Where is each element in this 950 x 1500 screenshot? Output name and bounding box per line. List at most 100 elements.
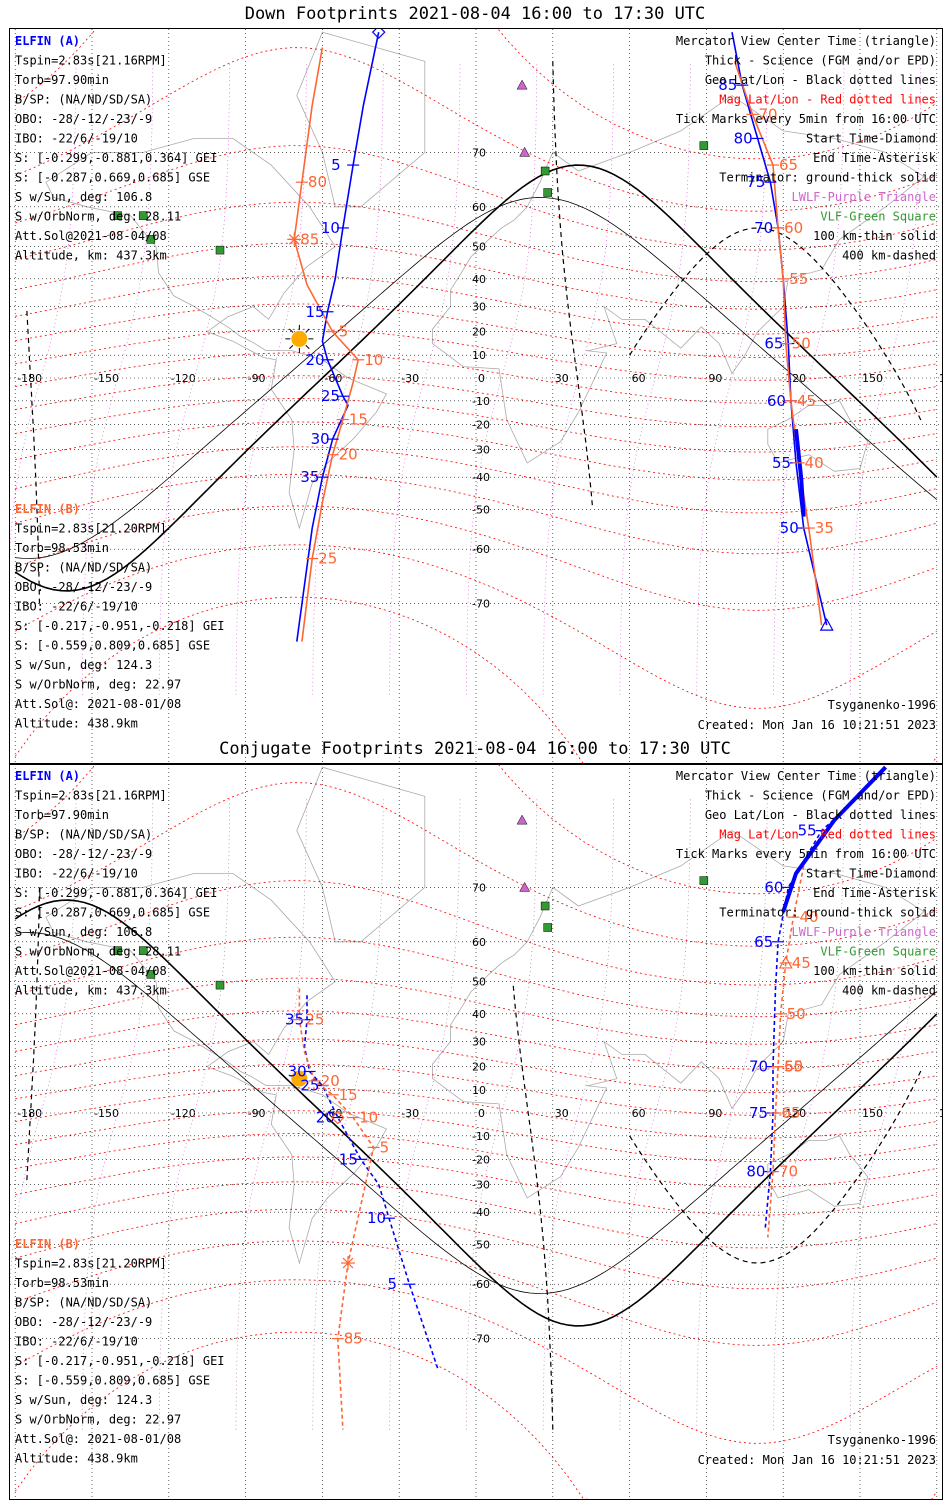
terminator-400km [629,227,922,422]
lat-tick-label: -40 [472,1206,490,1219]
track-time-label: 10 [364,351,383,369]
elfin-info-line: Altitude: 438.9km [15,717,138,731]
sun-icon [291,330,308,347]
vlf-station-square [543,188,552,197]
lat-tick-label: 60 [472,201,486,214]
track-time-label: 65 [782,1104,801,1122]
terminator-400km [26,309,41,604]
track-time-label: 70 [758,105,777,123]
terminator-400km [26,887,41,1182]
land-outline-3 [296,766,426,943]
lon-tick-label: 0 [478,372,485,385]
mag-lat-line [15,421,937,481]
elfin-a-track [296,32,380,642]
elfin-info-line: Torb=98.53min [15,541,109,555]
lat-tick-label: -60 [472,1278,490,1291]
elfin-name: ELFIN (B) [15,502,80,516]
elfin-info-line: Att.Sol@: 2021-08-01/08 [15,1432,181,1446]
lat-tick-label: 60 [472,936,486,949]
lon-tick-label: -30 [401,372,419,385]
elfin-name: ELFIN (A) [15,34,80,48]
sun-ray [289,344,294,350]
land-outline-0 [45,873,387,1265]
sun-ray [305,328,310,333]
elfin-info-line: S: [-0.287,0.669,0.685] GSE [15,171,210,185]
lat-tick-label: -20 [472,1153,490,1166]
mag-lat-line [15,1063,937,1116]
legend-entry: Tick Marks every 5min from 16:00 UTC [676,847,936,861]
vlf-station-square [699,141,709,150]
elfin-info-line: Altitude: 438.9km [15,1452,138,1466]
terminator-ground [14,164,938,592]
track-time-label: 55 [798,822,817,840]
legend-entry: Mercator View Center Time (triangle) [676,769,936,783]
track-time-label: 45 [797,392,816,410]
track-time-label: 20 [321,1072,340,1090]
elfin-info-line: B/SP: (NA/ND/SD/SA) [15,828,152,842]
lat-tick-label: 70 [472,146,486,159]
mag-lon-line [389,796,461,1430]
legend-entry: Mag Lat/Lon - Red dotted lines [719,93,936,107]
mag-lat-line [15,473,937,555]
track-time-label: 85 [344,1330,363,1348]
track-time-label: 25 [300,1077,319,1095]
track-time-label: 70 [749,1058,768,1076]
track-time-label: 50 [792,335,811,353]
track-time-label: 40 [805,454,824,472]
vlf-station-square [543,923,552,932]
lon-tick-label: 150 [862,372,883,385]
lon-tick-label: 60 [632,1107,646,1120]
lon-tick-label: 0 [478,1107,485,1120]
elfin-info-line: S w/OrbNorm, deg: 28.11 [15,945,181,959]
mag-lat-line [15,1156,937,1216]
lat-tick-label: 20 [472,1061,486,1074]
track-time-label: 25 [318,550,337,568]
track-time-label: 55 [789,270,808,288]
track-time-label: 40 [799,908,818,926]
track-time-label: 60 [784,219,803,237]
conjugate-map-svg: -180-150-120-90-60-300306090120150180706… [10,764,942,1499]
track-time-label: 50 [787,1005,806,1023]
lon-tick-label: -60 [324,372,342,385]
lon-tick-label: -150 [94,1107,119,1120]
elfin-info-line: OBO: -28/-12/-23/-9 [15,1315,152,1329]
mag-lat-line [15,1038,937,1093]
track-time-label: 10 [367,1209,386,1227]
vlf-station-square [138,211,148,220]
track-time-label: 10 [321,219,340,237]
lat-tick-label: -20 [472,418,490,431]
track-time-label: 45 [792,954,811,972]
track-time-label: 5 [339,323,349,341]
panel-title-conjugate: Conjugate Footprints 2021-08-04 16:00 to… [219,739,731,759]
track-time-label: 60 [767,392,786,410]
elfin-info-line: IBO: -22/6/-19/10 [15,1335,138,1349]
vlf-station-square [113,946,122,955]
mag-lat-line [15,1240,937,1346]
elfin-info-line: S: [-0.559,0.809,0.685] GSE [15,1374,210,1388]
lat-tick-label: 30 [472,1036,486,1049]
lat-tick-label: 40 [472,1008,486,1021]
model-name: Tsyganenko-1996 [828,698,936,712]
elfin-info-line: S w/Sun, deg: 124.3 [15,658,152,672]
lon-tick-label: 90 [708,372,722,385]
sun-ray [289,328,294,333]
end-asterisk-icon [288,234,300,245]
lat-tick-label: 40 [472,273,486,286]
land-outline-2 [767,1135,869,1207]
land-outline-3 [296,31,426,208]
conjugate-footprints-map: -180-150-120-90-60-300306090120150180706… [9,763,943,1500]
lat-tick-label: 20 [472,326,486,339]
track-time-label: 65 [779,156,798,174]
elfin-info-line: Torb=97.90min [15,808,109,822]
track-time-label: 80 [308,173,327,191]
track-time-label: 20 [339,446,358,464]
elfin-info-line: B/SP: (NA/ND/SD/SA) [15,1296,152,1310]
elfin-info-line: S w/Sun, deg: 106.8 [15,190,152,204]
elfin-info-line: B/SP: (NA/ND/SD/SA) [15,93,152,107]
legend-entry: Mercator View Center Time (triangle) [676,34,936,48]
lon-tick-label: -60 [324,1107,342,1120]
track-time-label: 60 [764,878,783,896]
elfin-info-line: S: [-0.287,0.669,0.685] GSE [15,906,210,920]
elfin-info-line: Torb=98.53min [15,1276,109,1290]
track-time-label: 25 [321,387,340,405]
